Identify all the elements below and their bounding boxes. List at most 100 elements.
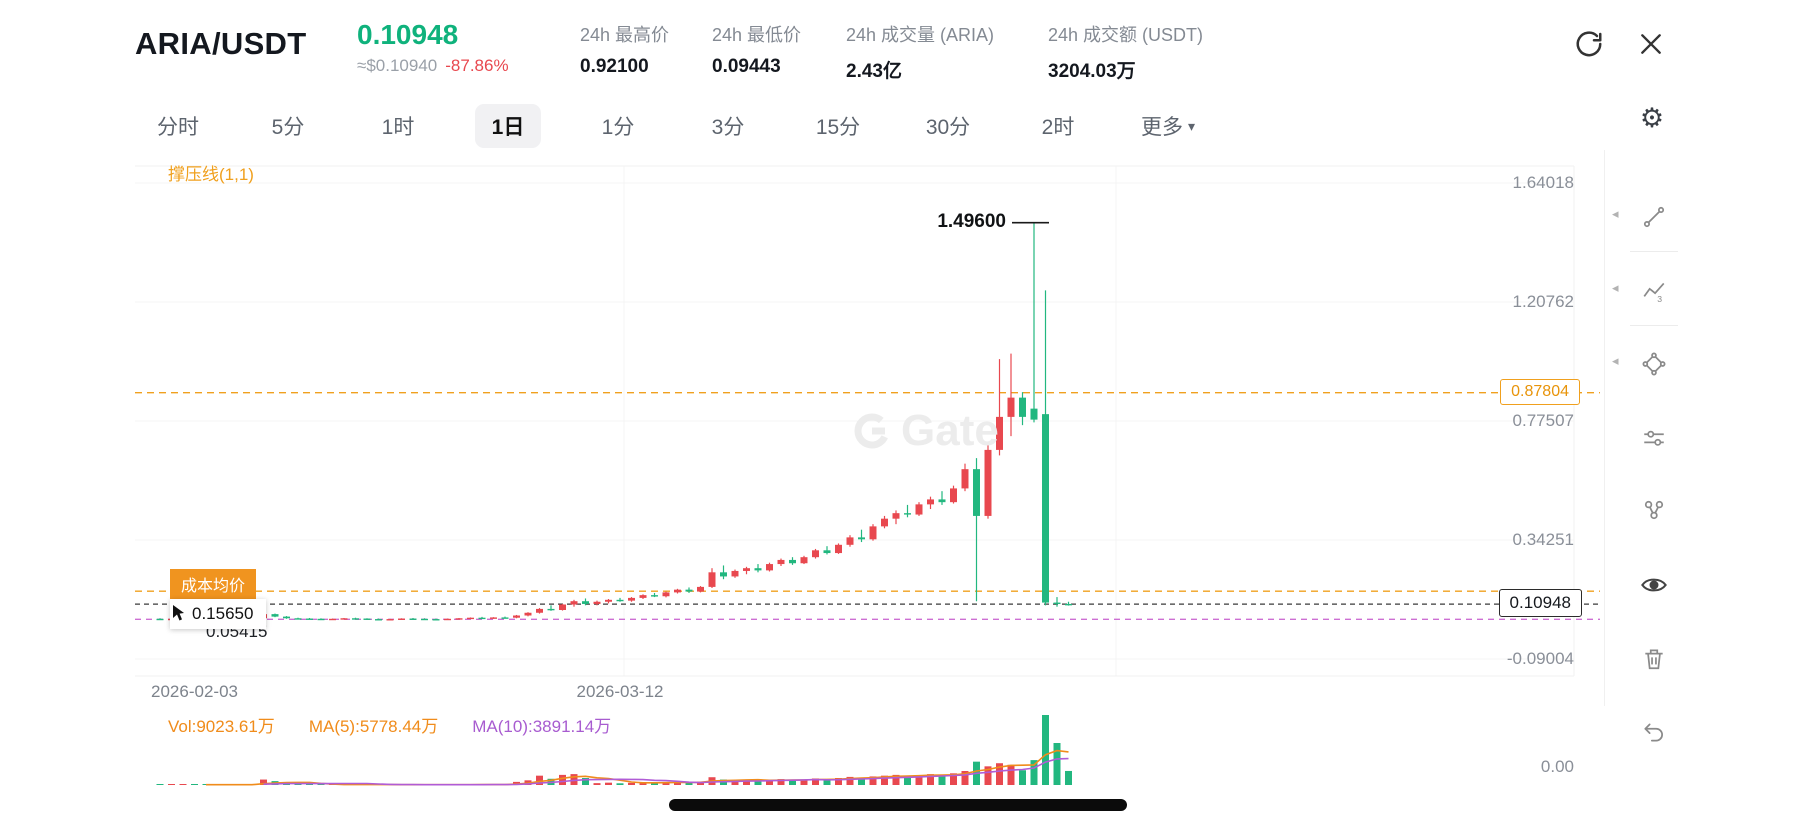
candle-body: [789, 559, 796, 564]
peak-price-annotation: 1.49600: [937, 210, 1006, 232]
x-axis-label: 2026-02-03: [151, 682, 238, 701]
candle-body: [1065, 603, 1072, 606]
candle-body: [1030, 408, 1038, 420]
volume-bar: [570, 774, 578, 785]
volume-bar: [812, 778, 819, 785]
draw-line-tool-icon[interactable]: [1636, 200, 1672, 234]
candle-body: [432, 619, 440, 621]
candle-body: [881, 518, 888, 527]
indicator-tool-icon[interactable]: 3: [1636, 274, 1672, 308]
volume-bar: [881, 775, 888, 785]
candle-body: [697, 586, 704, 592]
timeframe-more-button[interactable]: 更多 ▾: [1140, 116, 1196, 139]
volume-bar: [800, 779, 808, 785]
candle-body: [777, 559, 785, 565]
volume-bar: [835, 778, 842, 785]
candle-body: [938, 499, 946, 503]
chart-settings-gear-icon[interactable]: ⚙: [1639, 102, 1665, 133]
candle-body: [398, 618, 405, 620]
stat-24h-high: 24h 最高价 0.92100: [580, 25, 670, 77]
volume-bar: [605, 782, 612, 785]
volume-bar: [1065, 770, 1072, 785]
candle-body: [375, 619, 382, 621]
caret-down-icon: ▾: [1187, 117, 1196, 134]
candle-body: [743, 568, 750, 571]
candle-body: [996, 416, 1003, 450]
volume-bar: [616, 783, 624, 785]
pair-title: ARIA/USDT: [135, 26, 307, 61]
timeframe-tab-2[interactable]: 1时: [381, 116, 415, 139]
volume-bar: [685, 782, 693, 785]
candle-body: [156, 618, 164, 621]
relation-nodes-icon[interactable]: [1636, 493, 1672, 527]
candle-body: [708, 572, 716, 587]
timeframe-tab-6[interactable]: 15分: [815, 116, 861, 139]
candle-body: [340, 618, 348, 620]
candle-body: [823, 550, 831, 554]
volume-bar: [731, 780, 739, 785]
timeframe-tab-5[interactable]: 3分: [711, 116, 745, 139]
timeframe-tabs: 分时 5分 1时 1日 1分 3分 15分 30分 2时 更多 ▾: [130, 104, 1230, 148]
gate-watermark: Gate: [852, 406, 999, 456]
candle-body: [317, 618, 325, 621]
candle-body: [478, 617, 486, 620]
candle-body: [950, 488, 957, 503]
timeframe-tab-3-selected[interactable]: 1日: [460, 104, 556, 148]
eye-icon[interactable]: [1636, 568, 1672, 602]
volume-bar: [984, 766, 992, 785]
volume-bar: [961, 771, 969, 785]
volume-bar: [869, 776, 877, 785]
candle-body: [754, 568, 762, 571]
refresh-icon[interactable]: [1572, 27, 1606, 61]
candle-body: [628, 597, 635, 601]
volume-bar: [927, 774, 934, 785]
timeframe-tab-0[interactable]: 分时: [157, 116, 199, 139]
price-change: -87.86%: [445, 56, 509, 75]
undo-icon[interactable]: [1636, 715, 1672, 749]
candle-body: [766, 564, 773, 571]
timeframe-tab-1[interactable]: 5分: [271, 116, 305, 139]
collapse-arrow-icon[interactable]: ◂: [1612, 353, 1619, 368]
timeframe-tab-4[interactable]: 1分: [601, 116, 635, 139]
volume-bar: [777, 779, 785, 785]
x-axis-label: 2026-03-12: [576, 682, 664, 701]
volume-bar: [294, 784, 302, 785]
candle-body: [651, 595, 658, 597]
timeframe-tab-8[interactable]: 2时: [1041, 116, 1075, 139]
candle-body: [720, 572, 727, 577]
volume-bar: [1007, 764, 1015, 785]
collapse-arrow-icon[interactable]: ◂: [1612, 280, 1619, 295]
y-axis-label: 0.34251: [1512, 529, 1574, 549]
candle-body: [984, 449, 992, 516]
volume-bar: [789, 780, 796, 785]
volume-legend: Vol:9023.61万 MA(5):5778.44万 MA(10):3891.…: [168, 712, 611, 737]
volume-bar: [168, 784, 175, 785]
candle-body: [616, 599, 624, 602]
volume-bar: [179, 784, 187, 785]
candle-body: [490, 617, 497, 619]
volume-bar: [938, 775, 946, 785]
candle-body: [800, 557, 808, 564]
candle-body: [846, 537, 854, 545]
shape-tool-icon[interactable]: [1636, 347, 1672, 381]
close-icon[interactable]: [1634, 27, 1668, 61]
trash-icon[interactable]: [1636, 642, 1672, 676]
timeframe-tab-7[interactable]: 30分: [925, 116, 971, 139]
cost-average-title: 成本均价: [170, 569, 257, 600]
home-indicator-bar[interactable]: [668, 799, 1127, 811]
candle-body: [386, 619, 394, 621]
candle-body: [455, 618, 463, 620]
collapse-arrow-icon[interactable]: ◂: [1612, 206, 1619, 221]
candle-body: [409, 618, 417, 620]
adjust-sliders-icon[interactable]: [1636, 421, 1672, 455]
candle-body: [547, 608, 555, 611]
volume-bar: [1019, 770, 1026, 785]
volume-bar: [317, 784, 325, 785]
volume-bar: [950, 773, 957, 785]
volume-value: Vol:9023.61万: [168, 717, 275, 736]
volume-bar: [582, 778, 589, 785]
volume-ma10: MA(10):3891.14万: [472, 717, 612, 736]
toolbar-divider: [1604, 150, 1605, 706]
candle-body: [973, 469, 980, 516]
